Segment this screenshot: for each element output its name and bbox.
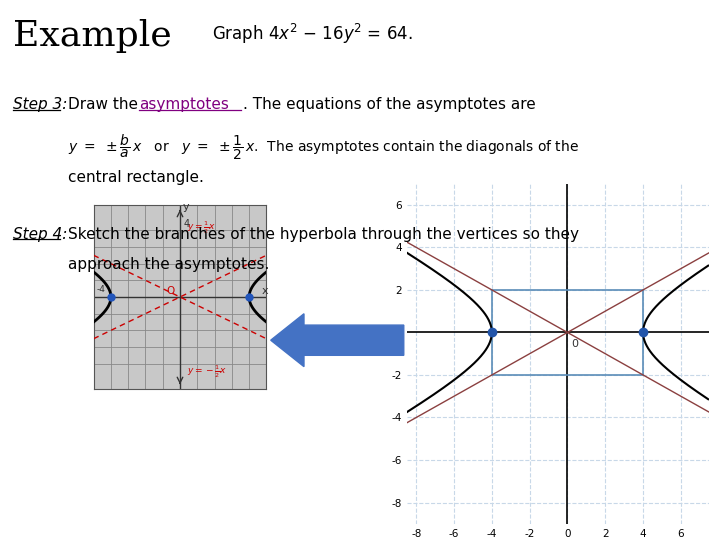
Text: Sketch the branches of the hyperbola through the vertices so they: Sketch the branches of the hyperbola thr…: [68, 227, 580, 242]
Text: y: y: [183, 202, 189, 212]
Text: asymptotes: asymptotes: [139, 97, 229, 112]
Text: O: O: [166, 286, 175, 296]
Text: central rectangle.: central rectangle.: [68, 170, 204, 185]
Text: . The equations of the asymptotes are: . The equations of the asymptotes are: [243, 97, 536, 112]
Text: $y = -\frac{1}{2}x$: $y = -\frac{1}{2}x$: [187, 363, 227, 380]
Text: Example: Example: [13, 19, 171, 53]
Text: 0: 0: [571, 339, 578, 349]
Text: Draw the: Draw the: [68, 97, 143, 112]
Text: approach the asymptotes.: approach the asymptotes.: [68, 256, 270, 272]
Text: -4: -4: [97, 285, 106, 294]
Bar: [492, 290, 643, 375]
Text: x: x: [261, 286, 268, 296]
Text: Step 3:: Step 3:: [13, 97, 68, 112]
Text: 4: 4: [184, 219, 189, 229]
Text: Graph 4$x^2$ $-$ 16$y^2$ = 64.: Graph 4$x^2$ $-$ 16$y^2$ = 64.: [212, 22, 413, 46]
Text: Step 4:: Step 4:: [13, 227, 68, 242]
FancyArrow shape: [271, 314, 404, 367]
Text: $y\ =\ \pm\dfrac{b}{a}\,x$   or   $y\ =\ \pm\dfrac{1}{2}\,x$.  The asymptotes co: $y\ =\ \pm\dfrac{b}{a}\,x$ or $y\ =\ \pm…: [68, 132, 580, 161]
Text: $y = \frac{1}{2}x$: $y = \frac{1}{2}x$: [187, 220, 216, 237]
